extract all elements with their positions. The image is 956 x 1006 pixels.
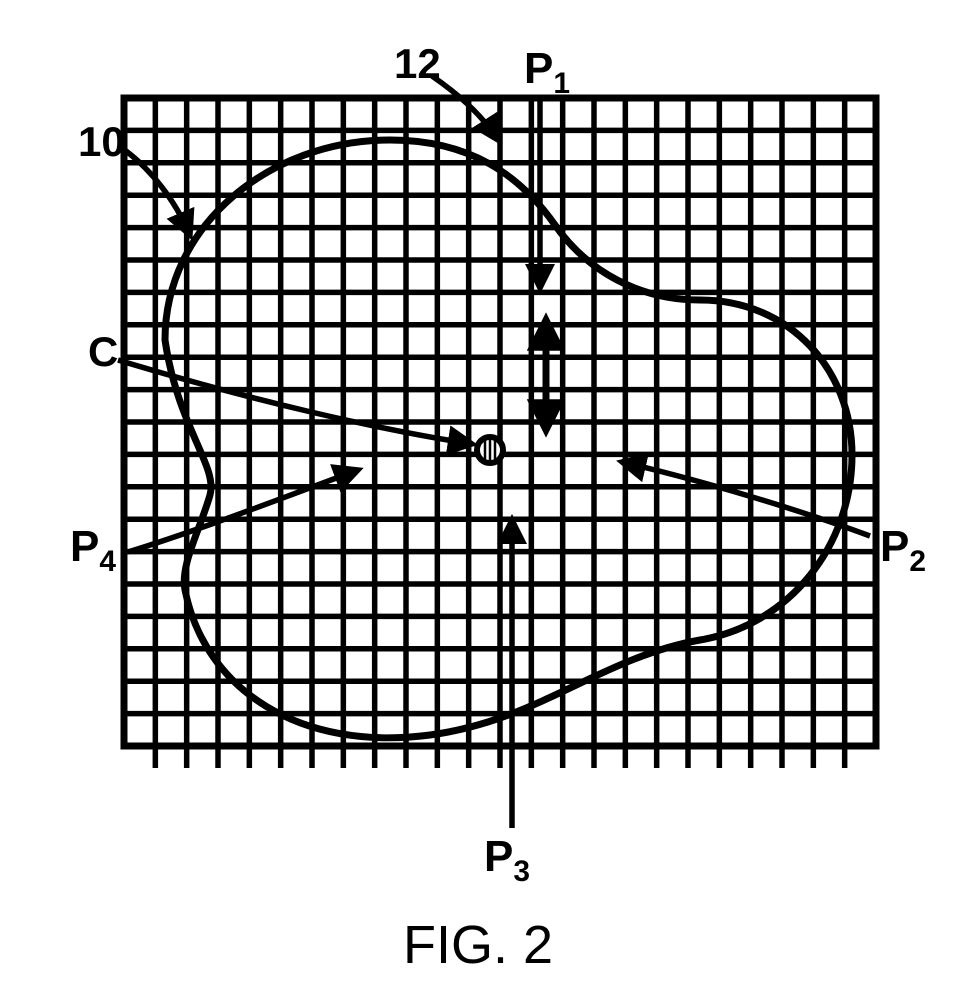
- grid-layer: [124, 98, 876, 768]
- ref-numeral-12: 12: [394, 40, 441, 88]
- label-p2: P2: [880, 522, 926, 579]
- label-p1: P1: [524, 44, 570, 101]
- ref-numeral-10: 10: [78, 118, 125, 166]
- center-marker: [477, 437, 503, 463]
- figure-svg: [0, 0, 956, 1006]
- label-p3: P3: [484, 832, 530, 889]
- leader-p4: [128, 470, 358, 552]
- label-c: C: [88, 328, 118, 376]
- figure-caption: FIG. 2: [0, 914, 956, 976]
- figure-container: 10 12 C P1 P2 P3 P4 FIG. 2: [0, 0, 956, 1006]
- label-p4: P4: [70, 522, 116, 579]
